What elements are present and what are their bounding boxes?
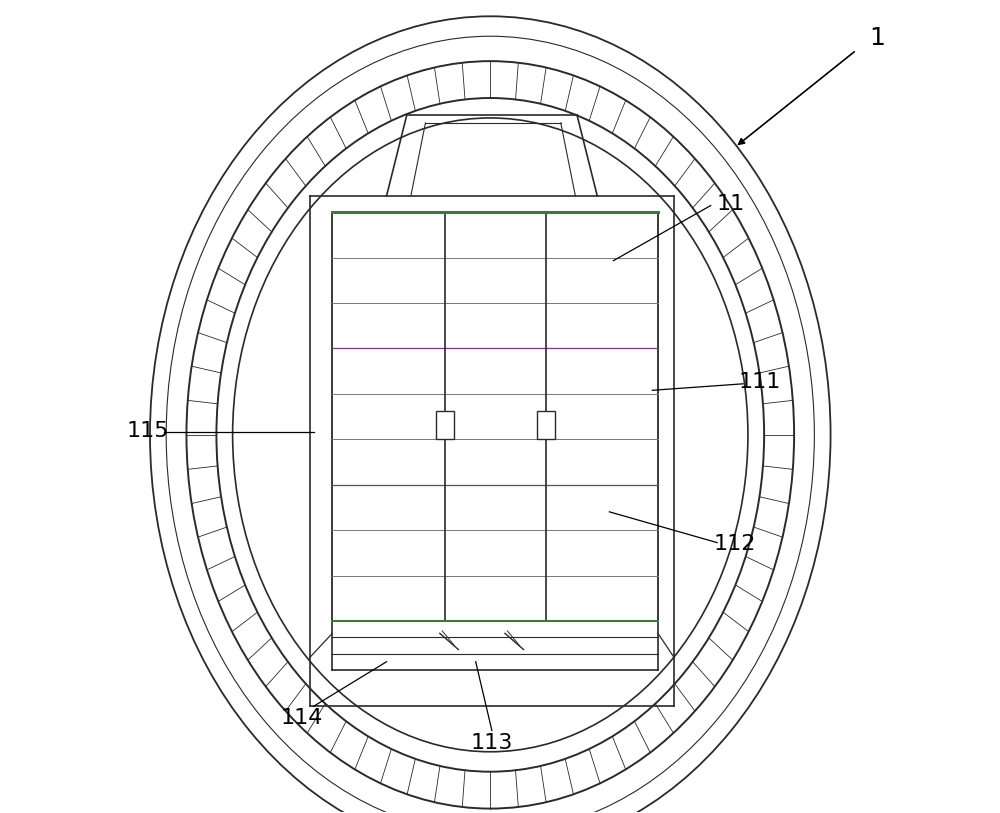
Text: 11: 11 (717, 194, 745, 214)
Text: 113: 113 (471, 733, 513, 753)
Text: 114: 114 (280, 708, 323, 728)
Text: 112: 112 (714, 534, 756, 554)
Text: 1: 1 (869, 26, 885, 50)
Bar (537, 411, 555, 439)
Text: 111: 111 (738, 372, 780, 392)
Bar (436, 411, 454, 439)
Text: 115: 115 (126, 421, 169, 441)
